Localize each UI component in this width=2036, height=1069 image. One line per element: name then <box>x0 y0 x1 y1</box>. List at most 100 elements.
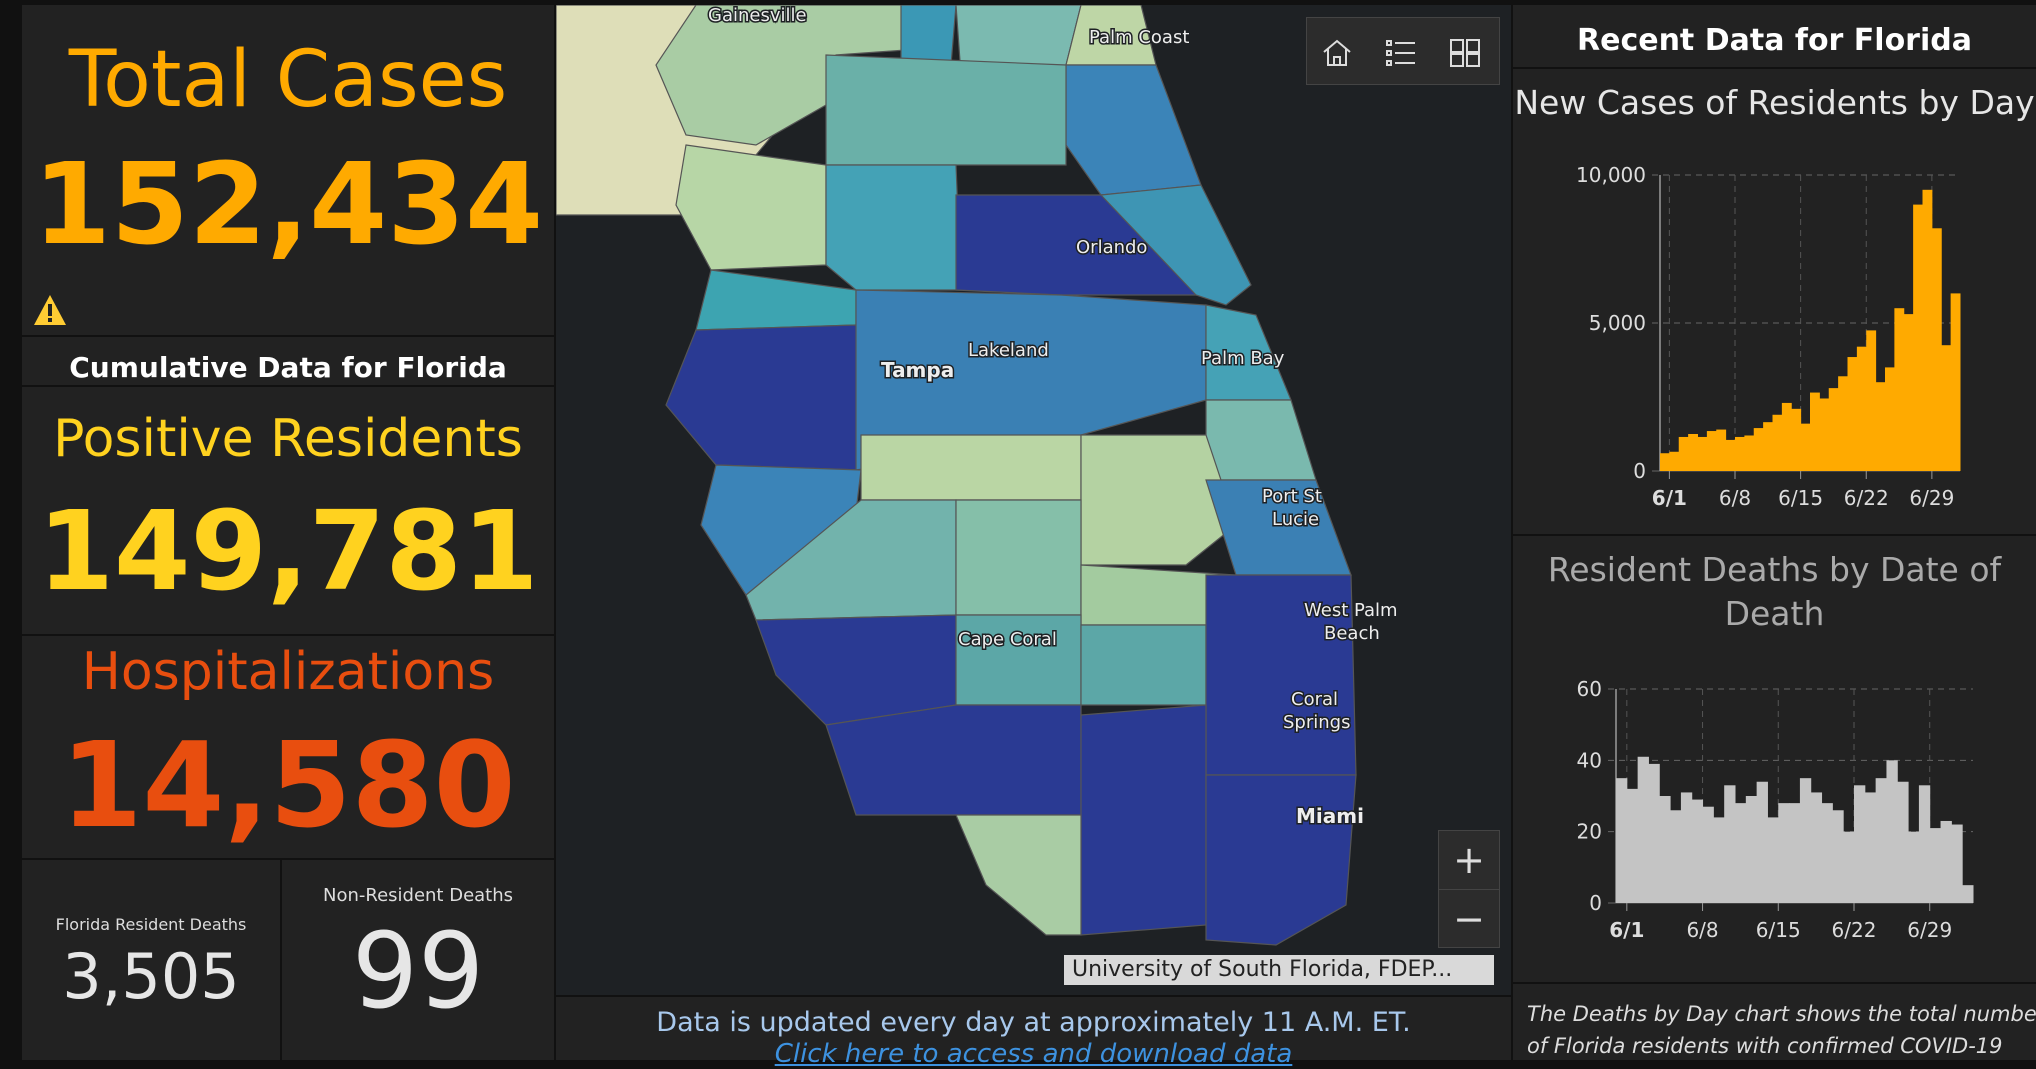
county-shape[interactable] <box>1205 399 1317 481</box>
chart-bar[interactable] <box>1864 792 1877 903</box>
chart-bar[interactable] <box>1929 828 1942 903</box>
recent-data-title: Recent Data for Florida <box>1577 23 1972 58</box>
chart-bar[interactable] <box>1908 831 1920 903</box>
chart-bar[interactable] <box>1897 781 1909 903</box>
chart-bar[interactable] <box>1918 785 1931 903</box>
chart-bar[interactable] <box>1725 439 1736 471</box>
county-shape[interactable] <box>1080 624 1207 706</box>
chart-bar[interactable] <box>1940 820 1952 903</box>
chart-bar[interactable] <box>1810 392 1820 471</box>
chart-bar[interactable] <box>1713 817 1725 903</box>
chart-bar[interactable] <box>1800 423 1811 471</box>
chart-bar[interactable] <box>1716 429 1727 471</box>
county-shape[interactable] <box>755 614 957 726</box>
chart-bar[interactable] <box>1691 799 1704 903</box>
county-shape[interactable] <box>1080 704 1207 936</box>
chart-bar[interactable] <box>1678 436 1689 471</box>
chart-bar[interactable] <box>1745 796 1758 903</box>
chart-bar[interactable] <box>1735 803 1747 903</box>
home-icon[interactable] <box>1321 38 1353 68</box>
county-shape[interactable] <box>860 434 1082 501</box>
chart-bar[interactable] <box>1660 453 1670 471</box>
warning-icon[interactable] <box>32 293 68 327</box>
zoom-out-button[interactable]: − <box>1439 889 1499 948</box>
chart-bar[interactable] <box>1648 763 1660 903</box>
chart-bar[interactable] <box>1744 435 1755 471</box>
chart-bar[interactable] <box>1819 398 1830 471</box>
chart-bar[interactable] <box>1616 778 1628 903</box>
chart-bar[interactable] <box>1886 760 1898 903</box>
florida-county-map[interactable]: Gainesville Palm Coast Orlando Lakeland … <box>556 5 1511 995</box>
chart-bar[interactable] <box>1931 228 1942 471</box>
county-shape[interactable] <box>900 5 957 66</box>
county-shape[interactable] <box>955 814 1082 936</box>
chart-bar[interactable] <box>1828 388 1839 471</box>
chart-bar[interactable] <box>1763 422 1773 471</box>
county-shape[interactable] <box>695 269 857 331</box>
chart-bar[interactable] <box>1626 788 1639 903</box>
county-shape[interactable] <box>675 144 827 271</box>
chart-bar[interactable] <box>1843 831 1855 903</box>
chart-bar[interactable] <box>1756 781 1768 903</box>
deaths-panel: Resident Deaths by Date of Death 0 20 40 60… <box>1513 536 2036 982</box>
map-attribution[interactable]: University of South Florida, FDEP... <box>1064 955 1494 985</box>
county-shape[interactable] <box>1065 64 1202 196</box>
chart-bar[interactable] <box>1866 330 1877 471</box>
chart-bar[interactable] <box>1856 346 1867 471</box>
chart-bar[interactable] <box>1951 824 1963 903</box>
chart-bar[interactable] <box>1702 806 1714 903</box>
county-shape[interactable] <box>955 499 1082 616</box>
list-icon[interactable] <box>1385 38 1417 68</box>
hospitalizations-panel: Hospitalizations 14,580 <box>22 636 554 858</box>
chart-bar[interactable] <box>1913 204 1923 471</box>
chart-bar[interactable] <box>1941 345 1952 471</box>
chart-bar[interactable] <box>1875 382 1886 471</box>
chart-bar[interactable] <box>1772 414 1783 471</box>
zoom-in-button[interactable]: + <box>1453 838 1485 882</box>
chart-bar[interactable] <box>1950 293 1961 471</box>
county-shape[interactable] <box>1205 774 1357 946</box>
chart-bar[interactable] <box>1832 810 1844 903</box>
map-canvas[interactable]: Gainesville Palm Coast Orlando Lakeland … <box>556 5 1511 995</box>
chart-bar[interactable] <box>1838 376 1848 471</box>
chart-bar[interactable] <box>1821 803 1833 903</box>
chart-bar[interactable] <box>1903 314 1914 471</box>
county-shape[interactable] <box>1099 184 1252 306</box>
chart-bar[interactable] <box>1735 436 1745 471</box>
download-data-link[interactable]: Click here to access and download data <box>774 1039 1293 1069</box>
x-tick-label: 6/22 <box>1844 486 1889 510</box>
county-shape[interactable] <box>825 54 1067 166</box>
chart-bar[interactable] <box>1767 817 1779 903</box>
chart-bar[interactable] <box>1669 451 1680 471</box>
county-shape[interactable] <box>825 164 962 291</box>
map-label-beach: Beach <box>1324 623 1380 644</box>
chart-bar[interactable] <box>1922 189 1933 472</box>
chart-bar[interactable] <box>1799 778 1812 903</box>
chart-bar[interactable] <box>1753 428 1764 471</box>
county-shape[interactable] <box>825 704 1082 816</box>
chart-bar[interactable] <box>1875 778 1887 903</box>
chart-bar[interactable] <box>1854 785 1866 903</box>
chart-bar[interactable] <box>1680 792 1693 903</box>
chart-bar[interactable] <box>1724 785 1736 903</box>
chart-bar[interactable] <box>1791 408 1802 471</box>
y-tick-label: 0 <box>1633 459 1646 483</box>
chart-bar[interactable] <box>1659 796 1671 903</box>
chart-bar[interactable] <box>1962 885 1974 903</box>
chart-bar[interactable] <box>1688 434 1698 471</box>
chart-bar[interactable] <box>1670 810 1682 903</box>
chart-bar[interactable] <box>1894 308 1905 471</box>
chart-bar[interactable] <box>1847 357 1858 471</box>
chart-bar[interactable] <box>1637 756 1649 903</box>
chart-bar[interactable] <box>1810 792 1823 903</box>
chart-bar[interactable] <box>1778 803 1790 903</box>
chart-bar[interactable] <box>1781 402 1792 471</box>
chart-bar[interactable] <box>1697 436 1708 471</box>
positive-residents-label: Positive Residents <box>53 409 523 469</box>
chart-bar[interactable] <box>1885 367 1895 471</box>
basemap-icon[interactable] <box>1449 38 1481 68</box>
chart-bar[interactable] <box>1789 803 1801 903</box>
chart-bar[interactable] <box>1706 431 1717 471</box>
county-shape[interactable] <box>665 324 862 471</box>
map-label-palm-bay: Palm Bay <box>1201 348 1285 369</box>
